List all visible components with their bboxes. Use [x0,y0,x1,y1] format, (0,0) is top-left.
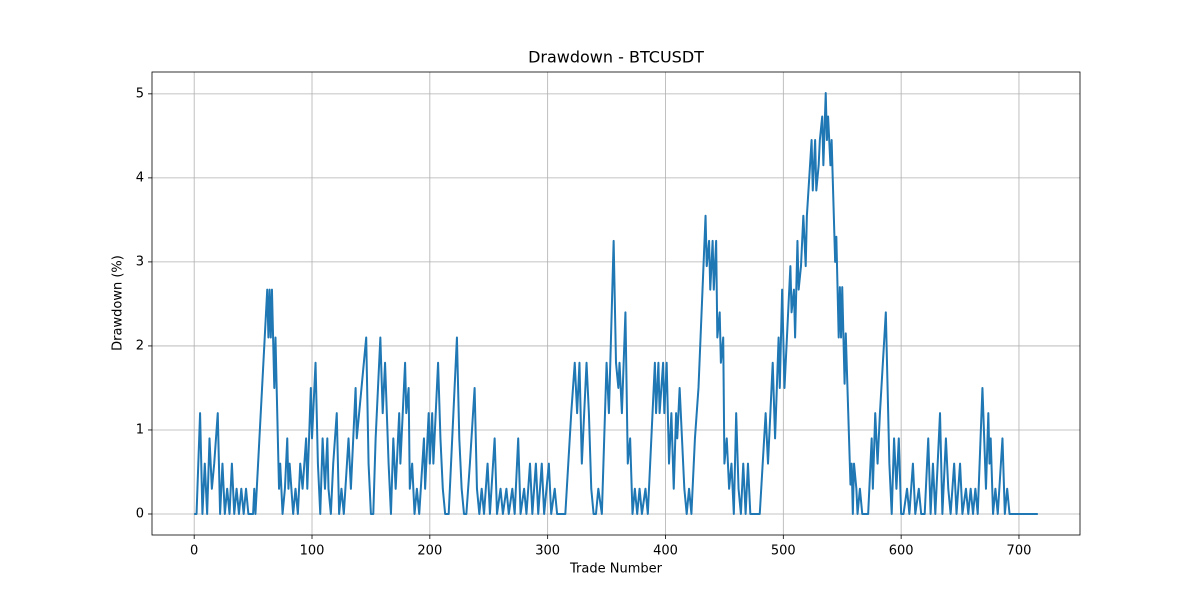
x-tick-label: 300 [535,544,560,559]
x-tick-label: 500 [771,544,796,559]
y-tick-label: 1 [136,422,144,437]
x-tick-label: 400 [653,544,678,559]
y-tick-label: 3 [136,254,144,269]
y-axis-label: Drawdown (%) [111,255,126,351]
y-tick-label: 2 [136,338,144,353]
x-tick-label: 100 [300,544,325,559]
y-tick-label: 5 [136,86,144,101]
x-tick-label: 700 [1007,544,1032,559]
y-tick-label: 0 [136,506,144,521]
x-tick-label: 600 [889,544,914,559]
plot-frame [151,71,1081,536]
x-tick-label: 200 [417,544,442,559]
x-tick-label: 0 [190,544,198,559]
chart-title: Drawdown - BTCUSDT [528,48,704,67]
drawdown-line [194,92,1038,515]
y-tick-label: 4 [136,170,144,185]
x-axis-label: Trade Number [569,562,663,577]
